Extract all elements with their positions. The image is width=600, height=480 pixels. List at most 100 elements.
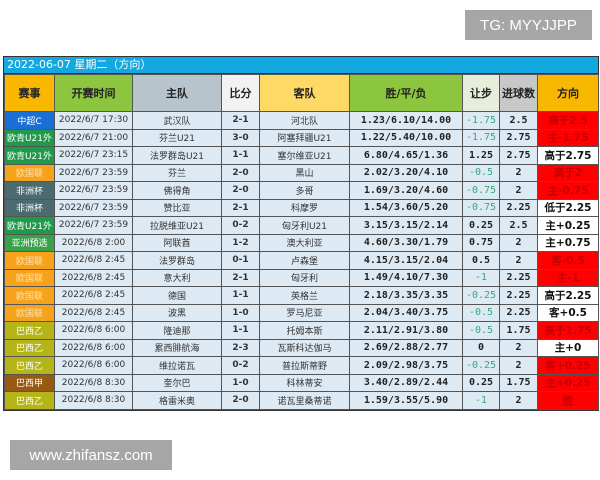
- league-cell: 巴西乙: [4, 321, 55, 340]
- home-team-cell: 芬兰: [132, 163, 222, 182]
- handicap-cell: -0.25: [462, 356, 500, 375]
- odds-cell: 1.49/4.10/7.30: [349, 268, 463, 287]
- handicap-cell: 0.75: [462, 233, 500, 252]
- score-cell: 2-1: [221, 111, 260, 130]
- home-team-cell: 武汉队: [132, 111, 222, 130]
- away-team-cell: 河北队: [259, 111, 350, 130]
- away-team-cell: 匈牙利: [259, 268, 350, 287]
- league-cell: 亚洲预选: [4, 233, 55, 252]
- handicap-cell: 0.25: [462, 216, 500, 235]
- home-team-cell: 阿联酋: [132, 233, 222, 252]
- time-cell: 2022/6/8 2:45: [54, 286, 133, 305]
- table-row: 欧国联 2022/6/8 2:45 法罗群岛 0-1 卢森堡 4.15/3.15/2.04…: [4, 251, 599, 270]
- column-header: 开赛时间: [54, 74, 133, 112]
- odds-cell: 1.54/3.60/5.20: [349, 198, 463, 217]
- score-cell: 0-1: [221, 251, 260, 270]
- column-header: 赛事: [4, 74, 55, 112]
- goals-cell: 2: [499, 163, 538, 182]
- time-cell: 2022/6/8 2:45: [54, 268, 133, 287]
- league-cell: 欧国联: [4, 268, 55, 287]
- goals-cell: 2: [499, 233, 538, 252]
- handicap-cell: -0.75: [462, 198, 500, 217]
- odds-cell: 3.40/2.89/2.44: [349, 373, 463, 392]
- score-cell: 2-0: [221, 391, 260, 410]
- time-cell: 2022/6/7 17:30: [54, 111, 133, 130]
- league-cell: 欧国联: [4, 303, 55, 322]
- league-cell: 欧青U21外: [4, 146, 55, 165]
- direction-cell: 胜: [537, 391, 599, 410]
- score-cell: 2-1: [221, 198, 260, 217]
- handicap-cell: 0.5: [462, 251, 500, 270]
- score-cell: 2-0: [221, 181, 260, 200]
- table-row: 亚洲预选 2022/6/8 2:00 阿联酋 1-2 澳大利亚 4.60/3.30/1.7…: [4, 233, 599, 252]
- time-cell: 2022/6/7 23:59: [54, 163, 133, 182]
- direction-cell: 主+0.25: [537, 373, 599, 392]
- home-team-cell: 法罗群岛: [132, 251, 222, 270]
- direction-cell: 客-0.5: [537, 251, 599, 270]
- goals-cell: 1.75: [499, 321, 538, 340]
- time-cell: 2022/6/8 2:45: [54, 251, 133, 270]
- column-header: 方向: [537, 74, 599, 112]
- direction-cell: 主+0.25: [537, 216, 599, 235]
- header-row: 赛事 开赛时间 主队 比分 客队 胜/平/负 让步 进球数 方向: [4, 74, 599, 112]
- league-cell: 欧国联: [4, 251, 55, 270]
- table-row: 欧青U21外 2022/6/7 23:15 法罗群岛U21 1-1 塞尔维亚U21 6.8…: [4, 146, 599, 165]
- away-team-cell: 罗马尼亚: [259, 303, 350, 322]
- away-team-cell: 托姆本斯: [259, 321, 350, 340]
- odds-cell: 2.18/3.35/3.35: [349, 286, 463, 305]
- away-team-cell: 普拉斯蒂野: [259, 356, 350, 375]
- score-cell: 1-1: [221, 286, 260, 305]
- time-cell: 2022/6/7 23:15: [54, 146, 133, 165]
- score-cell: 2-1: [221, 268, 260, 287]
- home-team-cell: 维拉诺瓦: [132, 356, 222, 375]
- direction-cell: 高于1.75: [537, 321, 599, 340]
- direction-cell: 主+0.75: [537, 233, 599, 252]
- goals-cell: 2.75: [499, 146, 538, 165]
- table-row: 欧青U21外 2022/6/7 21:00 芬兰U21 3-0 阿塞拜疆U21 1.22/…: [4, 128, 599, 147]
- column-header: 比分: [221, 74, 260, 112]
- handicap-cell: 0: [462, 338, 500, 357]
- handicap-cell: -0.75: [462, 181, 500, 200]
- goals-cell: 2.25: [499, 303, 538, 322]
- odds-cell: 3.15/3.15/2.14: [349, 216, 463, 235]
- table-row: 巴西乙 2022/6/8 8:30 格雷米奥 2-0 诺瓦里桑蒂诺 1.59/3.55/5…: [4, 391, 599, 410]
- odds-cell: 1.69/3.20/4.60: [349, 181, 463, 200]
- time-cell: 2022/6/7 21:00: [54, 128, 133, 147]
- table-row: 非洲杯 2022/6/7 23:59 赞比亚 2-1 科摩罗 1.54/3.60/5.20…: [4, 198, 599, 217]
- direction-cell: 主-0.75: [537, 181, 599, 200]
- goals-cell: 2.75: [499, 128, 538, 147]
- table-row: 欧国联 2022/6/8 2:45 波黑 1-0 罗马尼亚 2.04/3.40/3.75-…: [4, 303, 599, 322]
- table-row: 巴西甲 2022/6/8 8:30 奎尔巴 1-0 科林蒂安 3.40/2.89/2.44…: [4, 373, 599, 392]
- away-team-cell: 卢森堡: [259, 251, 350, 270]
- direction-cell: 主-1: [537, 268, 599, 287]
- handicap-cell: -1: [462, 391, 500, 410]
- time-cell: 2022/6/8 8:30: [54, 391, 133, 410]
- column-header: 胜/平/负: [349, 74, 463, 112]
- away-team-cell: 澳大利亚: [259, 233, 350, 252]
- score-cell: 1-0: [221, 303, 260, 322]
- away-team-cell: 匈牙利U21: [259, 216, 350, 235]
- league-cell: 欧国联: [4, 286, 55, 305]
- away-team-cell: 多哥: [259, 181, 350, 200]
- odds-cell: 2.04/3.40/3.75: [349, 303, 463, 322]
- handicap-cell: -1.75: [462, 128, 500, 147]
- goals-cell: 2.25: [499, 268, 538, 287]
- handicap-cell: 0.25: [462, 373, 500, 392]
- score-cell: 0-2: [221, 356, 260, 375]
- home-team-cell: 格雷米奥: [132, 391, 222, 410]
- home-team-cell: 德国: [132, 286, 222, 305]
- goals-cell: 2: [499, 181, 538, 200]
- watermark-top: TG: MYYJJPP: [465, 10, 592, 40]
- score-cell: 3-0: [221, 128, 260, 147]
- time-cell: 2022/6/7 23:59: [54, 216, 133, 235]
- home-team-cell: 芬兰U21: [132, 128, 222, 147]
- table-row: 中超C 2022/6/7 17:30 武汉队 2-1 河北队 1.23/6.10/14.0…: [4, 111, 599, 130]
- odds-cell: 6.80/4.65/1.36: [349, 146, 463, 165]
- league-cell: 巴西乙: [4, 391, 55, 410]
- odds-cell: 2.11/2.91/3.80: [349, 321, 463, 340]
- league-cell: 巴西乙: [4, 338, 55, 357]
- direction-cell: 高于2: [537, 163, 599, 182]
- table-row: 欧国联 2022/6/7 23:59 芬兰 2-0 黑山 2.02/3.20/4.10 -0…: [4, 163, 599, 182]
- goals-cell: 2.5: [499, 216, 538, 235]
- time-cell: 2022/6/8 6:00: [54, 338, 133, 357]
